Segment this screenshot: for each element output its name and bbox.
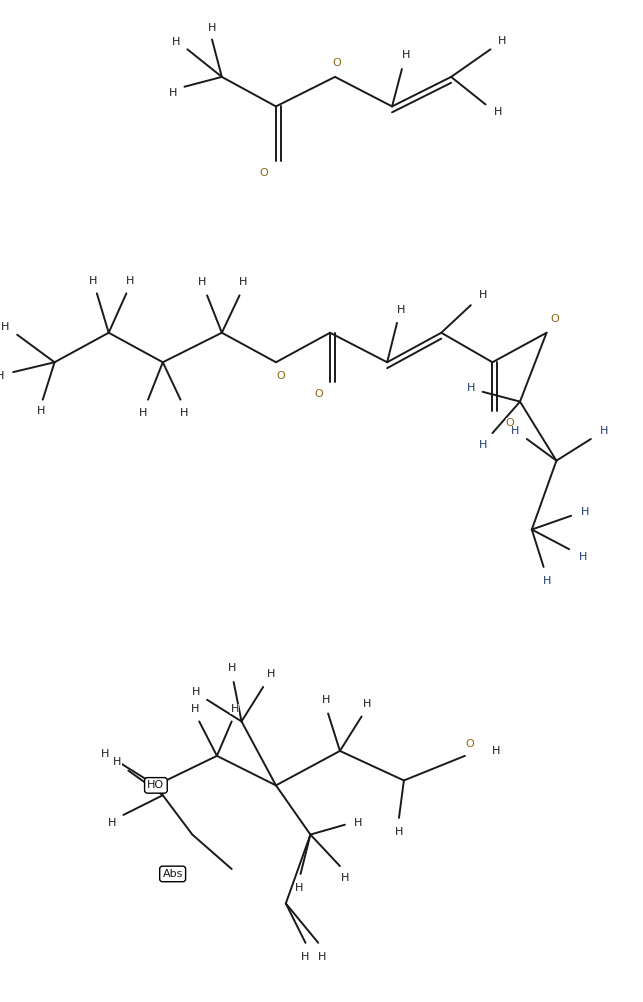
Text: O: O — [506, 418, 514, 428]
Text: H: H — [395, 827, 403, 837]
Text: H: H — [208, 23, 216, 33]
Text: H: H — [363, 698, 372, 708]
Text: H: H — [172, 37, 180, 47]
Text: H: H — [89, 276, 97, 286]
Text: O: O — [276, 371, 285, 381]
Text: H: H — [318, 952, 327, 962]
Text: H: H — [239, 277, 248, 287]
Text: HO: HO — [147, 781, 165, 791]
Text: H: H — [294, 883, 303, 893]
Text: H: H — [100, 748, 109, 759]
Text: H: H — [397, 305, 405, 315]
Text: H: H — [267, 669, 275, 679]
Text: H: H — [107, 818, 116, 828]
Text: H: H — [599, 426, 608, 436]
Text: H: H — [467, 383, 475, 393]
Text: H: H — [492, 745, 500, 756]
Text: O: O — [314, 389, 323, 399]
Text: H: H — [494, 107, 503, 117]
Text: H: H — [498, 36, 507, 46]
Text: H: H — [192, 687, 201, 697]
Text: H: H — [126, 276, 134, 286]
Text: H: H — [37, 407, 45, 417]
Text: H: H — [228, 663, 236, 673]
Text: H: H — [139, 409, 147, 419]
Text: H: H — [113, 757, 122, 767]
Text: H: H — [0, 371, 5, 381]
Text: O: O — [260, 168, 269, 178]
Text: H: H — [180, 409, 188, 419]
Text: H: H — [191, 703, 199, 713]
Text: H: H — [168, 87, 177, 97]
Text: H: H — [543, 576, 551, 586]
Text: O: O — [332, 58, 341, 68]
Text: H: H — [478, 291, 487, 301]
Text: O: O — [550, 314, 559, 324]
Text: H: H — [354, 818, 362, 828]
Text: H: H — [302, 952, 310, 962]
Text: H: H — [581, 507, 589, 517]
Text: H: H — [1, 322, 10, 332]
Text: H: H — [579, 552, 587, 562]
Text: H: H — [341, 873, 349, 883]
Text: H: H — [478, 440, 487, 450]
Text: H: H — [198, 277, 206, 287]
Text: H: H — [402, 50, 410, 60]
Text: H: H — [511, 426, 520, 436]
Text: H: H — [230, 703, 239, 713]
Text: O: O — [466, 739, 474, 749]
Text: H: H — [322, 694, 331, 704]
Text: Abs: Abs — [163, 869, 183, 879]
